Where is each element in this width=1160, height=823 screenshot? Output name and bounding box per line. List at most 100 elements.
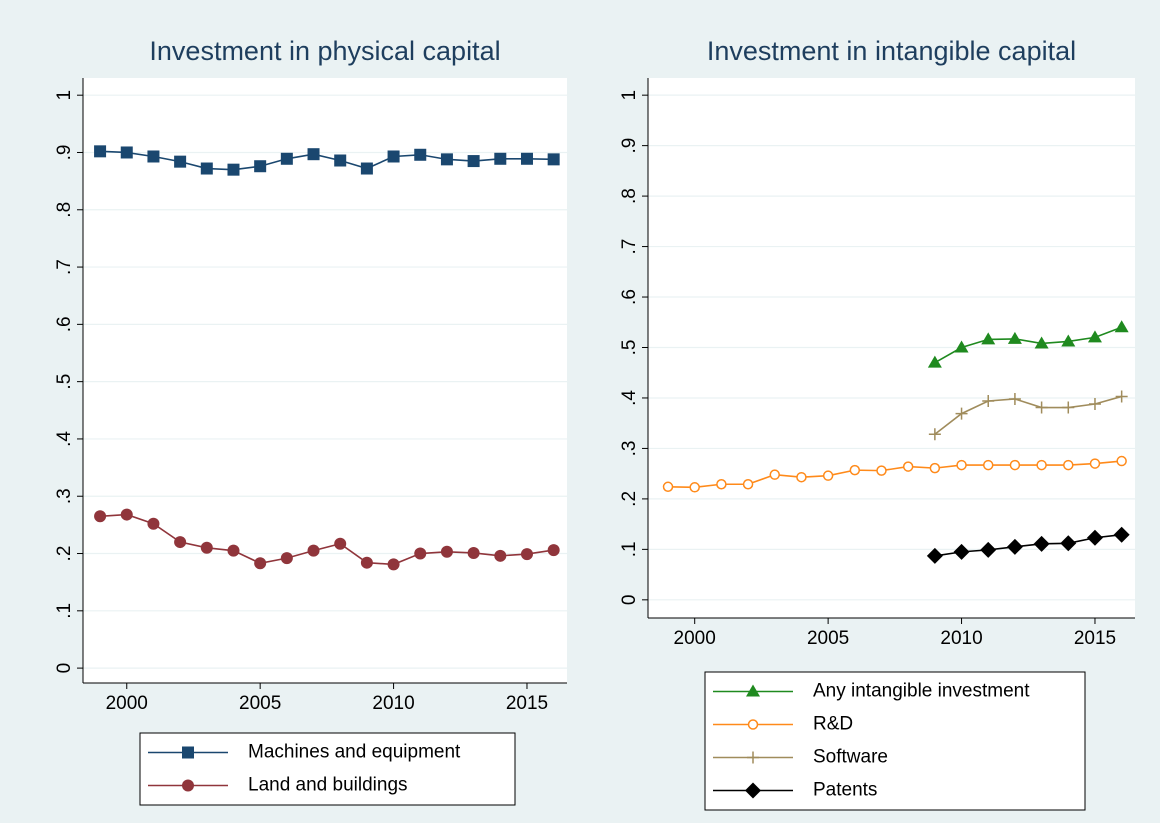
y-tick-label: .1 xyxy=(54,603,75,619)
y-tick-label: 1 xyxy=(54,90,75,101)
y-tick-label: .4 xyxy=(54,431,75,447)
marker xyxy=(440,153,453,166)
marker xyxy=(227,163,240,176)
legend-box xyxy=(704,671,1086,811)
marker xyxy=(254,160,267,173)
marker xyxy=(849,464,861,476)
y-tick-label: .2 xyxy=(54,546,75,562)
marker xyxy=(467,546,480,559)
x-tick-label: 2010 xyxy=(372,693,414,714)
marker xyxy=(980,541,997,558)
legend-label: Land and buildings xyxy=(248,775,408,796)
marker xyxy=(147,517,160,530)
marker xyxy=(1113,526,1130,543)
marker xyxy=(120,508,133,521)
marker xyxy=(662,481,674,493)
marker xyxy=(1088,398,1101,411)
marker xyxy=(982,459,994,471)
marker xyxy=(822,470,834,481)
y-tick-label: .5 xyxy=(54,374,75,390)
legend: Any intangible investment R&D Software Pate… xyxy=(704,671,1086,811)
marker xyxy=(927,355,942,368)
y-tick-label: .3 xyxy=(619,441,640,457)
marker xyxy=(1009,459,1021,471)
y-tick-label: .6 xyxy=(54,316,75,332)
y-tick-label: .8 xyxy=(619,188,640,204)
marker xyxy=(414,148,427,161)
marker xyxy=(746,684,760,697)
x-tick-label: 2010 xyxy=(940,628,982,649)
y-tick-label: .4 xyxy=(619,390,640,406)
marker xyxy=(1007,331,1022,344)
marker xyxy=(1036,459,1047,471)
y-tick-label: .8 xyxy=(54,202,75,218)
marker xyxy=(307,148,320,161)
marker xyxy=(1114,320,1129,333)
marker xyxy=(929,462,941,474)
marker xyxy=(360,556,373,569)
marker xyxy=(1063,459,1074,471)
marker xyxy=(956,459,967,471)
marker xyxy=(467,155,480,168)
marker xyxy=(1086,529,1103,546)
marker xyxy=(200,541,213,554)
marker xyxy=(1115,390,1128,403)
x-tick-label: 2000 xyxy=(106,693,148,714)
marker xyxy=(334,537,347,550)
marker xyxy=(1006,538,1023,555)
marker xyxy=(387,558,400,571)
marker xyxy=(307,544,320,557)
marker xyxy=(953,543,970,560)
marker xyxy=(1116,455,1127,467)
marker xyxy=(928,428,941,441)
marker xyxy=(174,536,187,549)
marker xyxy=(1061,334,1076,347)
marker xyxy=(494,549,507,562)
marker xyxy=(1060,535,1077,552)
marker xyxy=(280,152,293,165)
marker xyxy=(769,469,781,480)
y-tick-label: .9 xyxy=(619,138,640,154)
marker xyxy=(902,461,914,472)
marker xyxy=(440,545,453,558)
legend-label: Any intangible investment xyxy=(813,681,1030,702)
y-tick-label: .6 xyxy=(619,289,640,305)
marker xyxy=(94,510,107,523)
marker xyxy=(547,153,560,166)
marker xyxy=(94,145,107,158)
legend-label: Software xyxy=(813,747,888,768)
marker xyxy=(520,548,533,561)
marker xyxy=(182,779,194,792)
marker xyxy=(174,155,187,168)
marker xyxy=(147,150,160,163)
y-tick-label: .2 xyxy=(619,491,640,507)
chart-title: Investment in physical capital xyxy=(149,36,500,66)
marker xyxy=(334,154,347,167)
marker xyxy=(1035,401,1048,414)
marker xyxy=(494,152,507,165)
y-tick-label: .7 xyxy=(619,239,640,255)
legend-label: Machines and equipment xyxy=(248,742,461,763)
marker xyxy=(1062,401,1075,414)
marker xyxy=(414,547,427,560)
marker xyxy=(1087,330,1102,343)
marker xyxy=(742,479,754,490)
marker xyxy=(954,340,969,353)
y-tick-label: .1 xyxy=(619,541,640,557)
x-tick-label: 2015 xyxy=(506,693,548,714)
marker xyxy=(227,544,240,557)
marker xyxy=(360,162,373,175)
marker xyxy=(745,782,761,799)
marker xyxy=(747,719,759,730)
y-tick-label: 0 xyxy=(54,663,75,674)
marker xyxy=(254,557,267,570)
marker xyxy=(747,751,759,764)
marker xyxy=(200,162,213,175)
marker xyxy=(1008,392,1021,405)
legend-label: R&D xyxy=(813,714,853,735)
marker xyxy=(796,471,807,483)
marker xyxy=(689,482,700,493)
marker xyxy=(547,544,560,557)
marker xyxy=(876,465,887,476)
